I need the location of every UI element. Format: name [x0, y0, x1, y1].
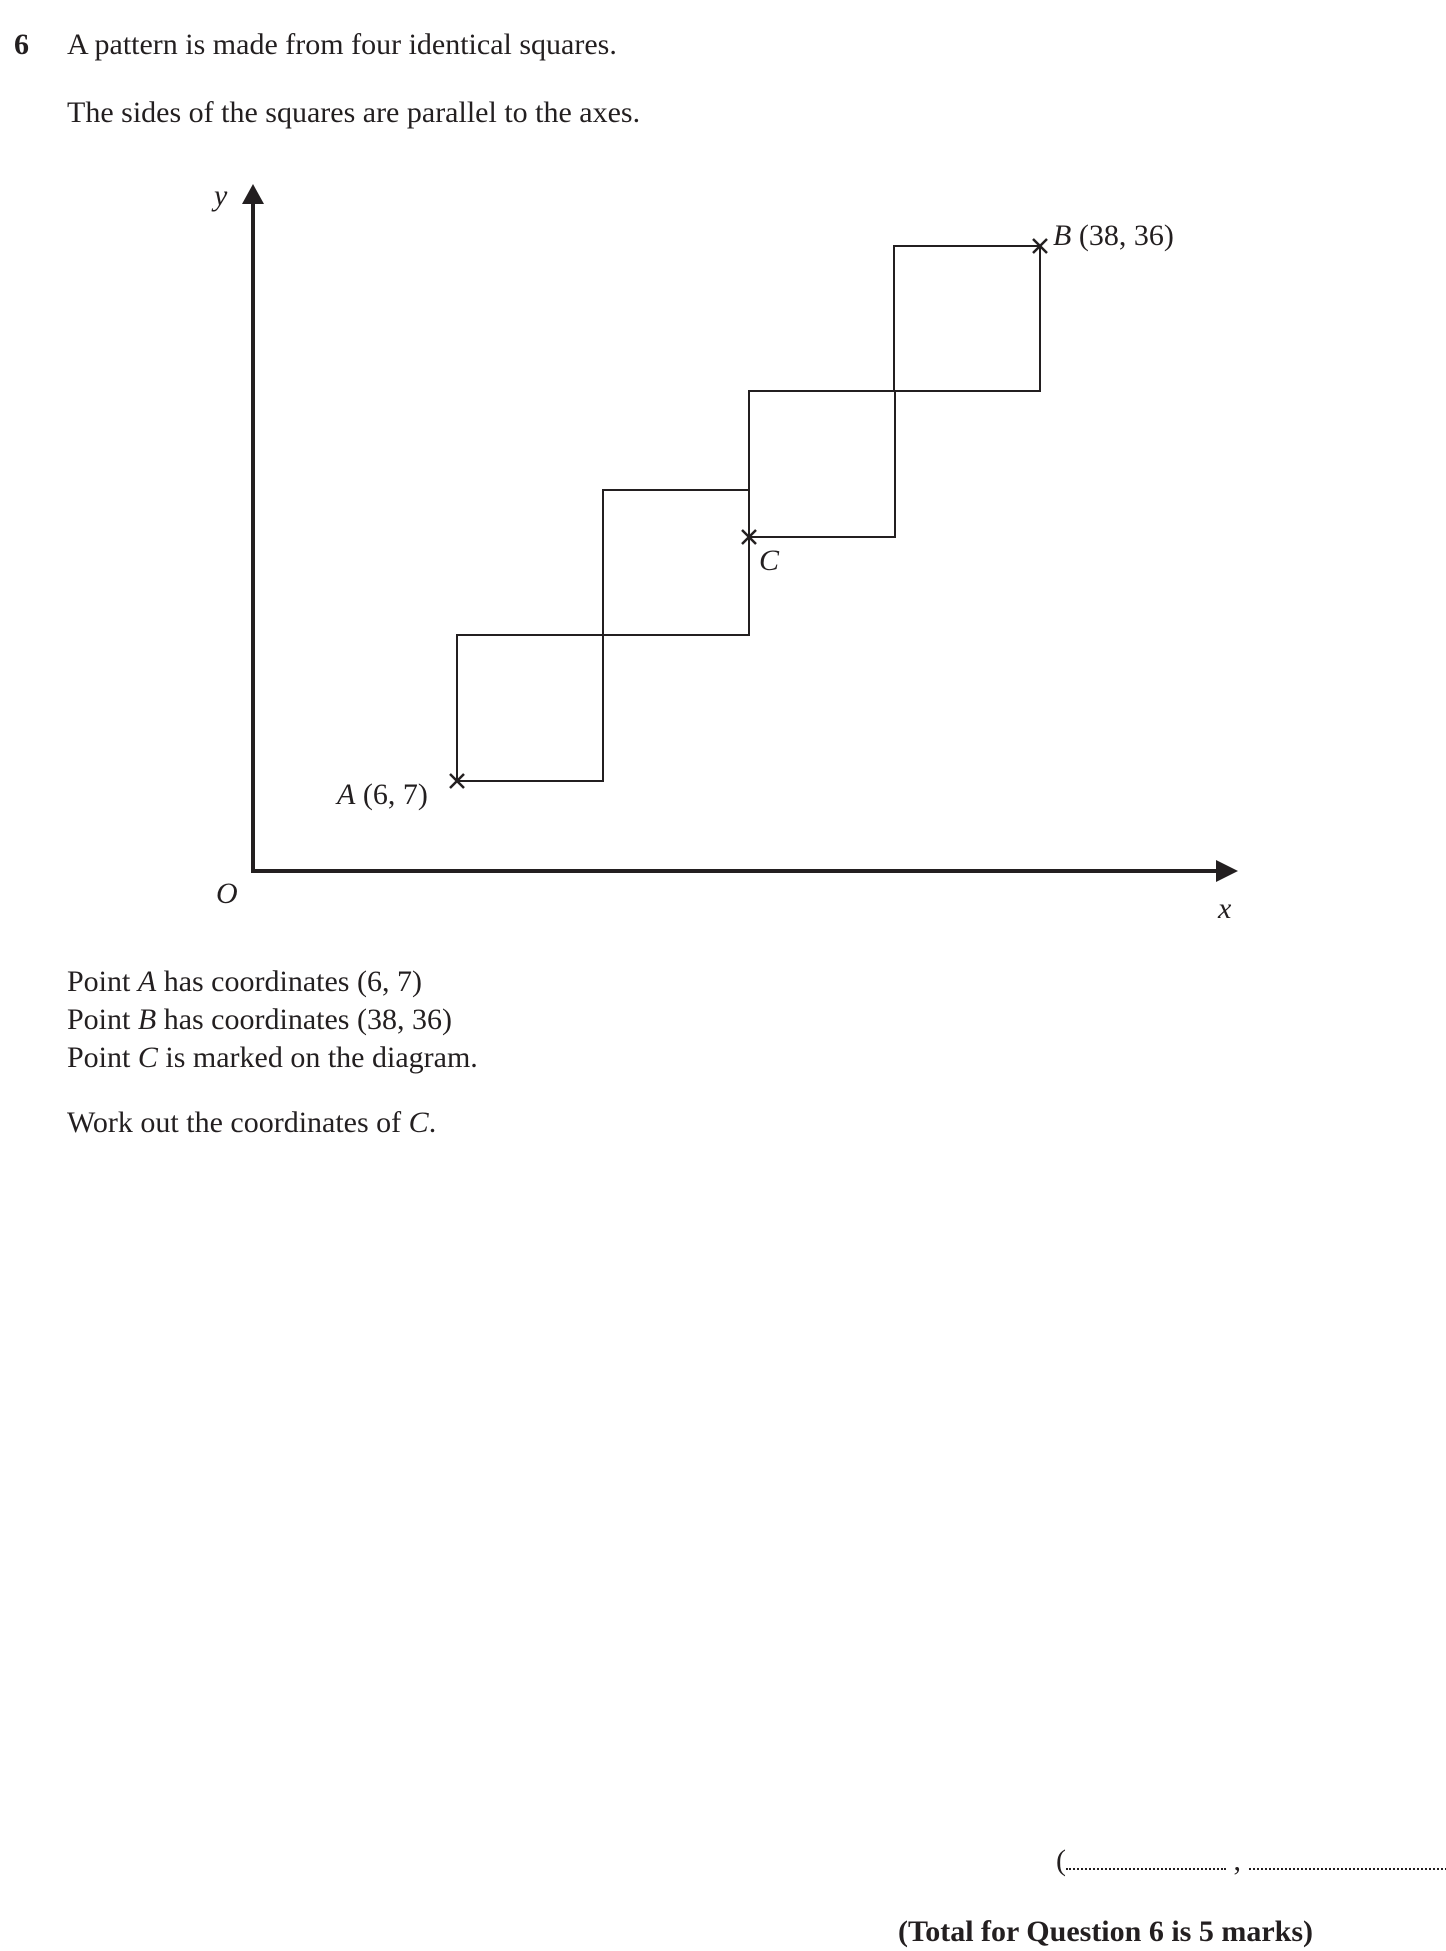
- y-axis-arrow: [242, 184, 264, 204]
- square-2: [602, 489, 750, 636]
- square-1: [456, 634, 604, 782]
- point-a-marker: [449, 773, 465, 789]
- answer-line[interactable]: ( , ): [1056, 1844, 1446, 1878]
- x-axis-label: x: [1217, 892, 1232, 925]
- task-instruction: Work out the coordinates of C.: [67, 1106, 437, 1139]
- x-axis-arrow: [1216, 860, 1238, 882]
- question-line-1: A pattern is made from four identical sq…: [67, 28, 617, 61]
- coordinate-diagram: y O x A (6, 7) B (38, 36) C: [211, 179, 1238, 925]
- point-b-marker: [1032, 238, 1048, 254]
- statement-point-b: Point B has coordinates (38, 36): [67, 1003, 452, 1036]
- question-line-2: The sides of the squares are parallel to…: [67, 96, 641, 129]
- statement-point-a: Point A has coordinates (6, 7): [67, 965, 422, 998]
- answer-y-field[interactable]: [1248, 1848, 1446, 1870]
- statement-point-c: Point C is marked on the diagram.: [67, 1041, 478, 1074]
- total-marks: (Total for Question 6 is 5 marks): [897, 1915, 1313, 1948]
- answer-x-field[interactable]: [1066, 1848, 1226, 1870]
- point-c-label: C: [759, 544, 780, 577]
- point-a-label: A (6, 7): [335, 778, 428, 811]
- square-3: [748, 390, 896, 538]
- square-4: [893, 245, 1041, 392]
- point-b-label: B (38, 36): [1053, 219, 1174, 252]
- question-number: 6: [14, 28, 29, 61]
- y-axis-label: y: [211, 179, 228, 212]
- point-c-marker: [741, 529, 757, 545]
- origin-label: O: [216, 877, 238, 910]
